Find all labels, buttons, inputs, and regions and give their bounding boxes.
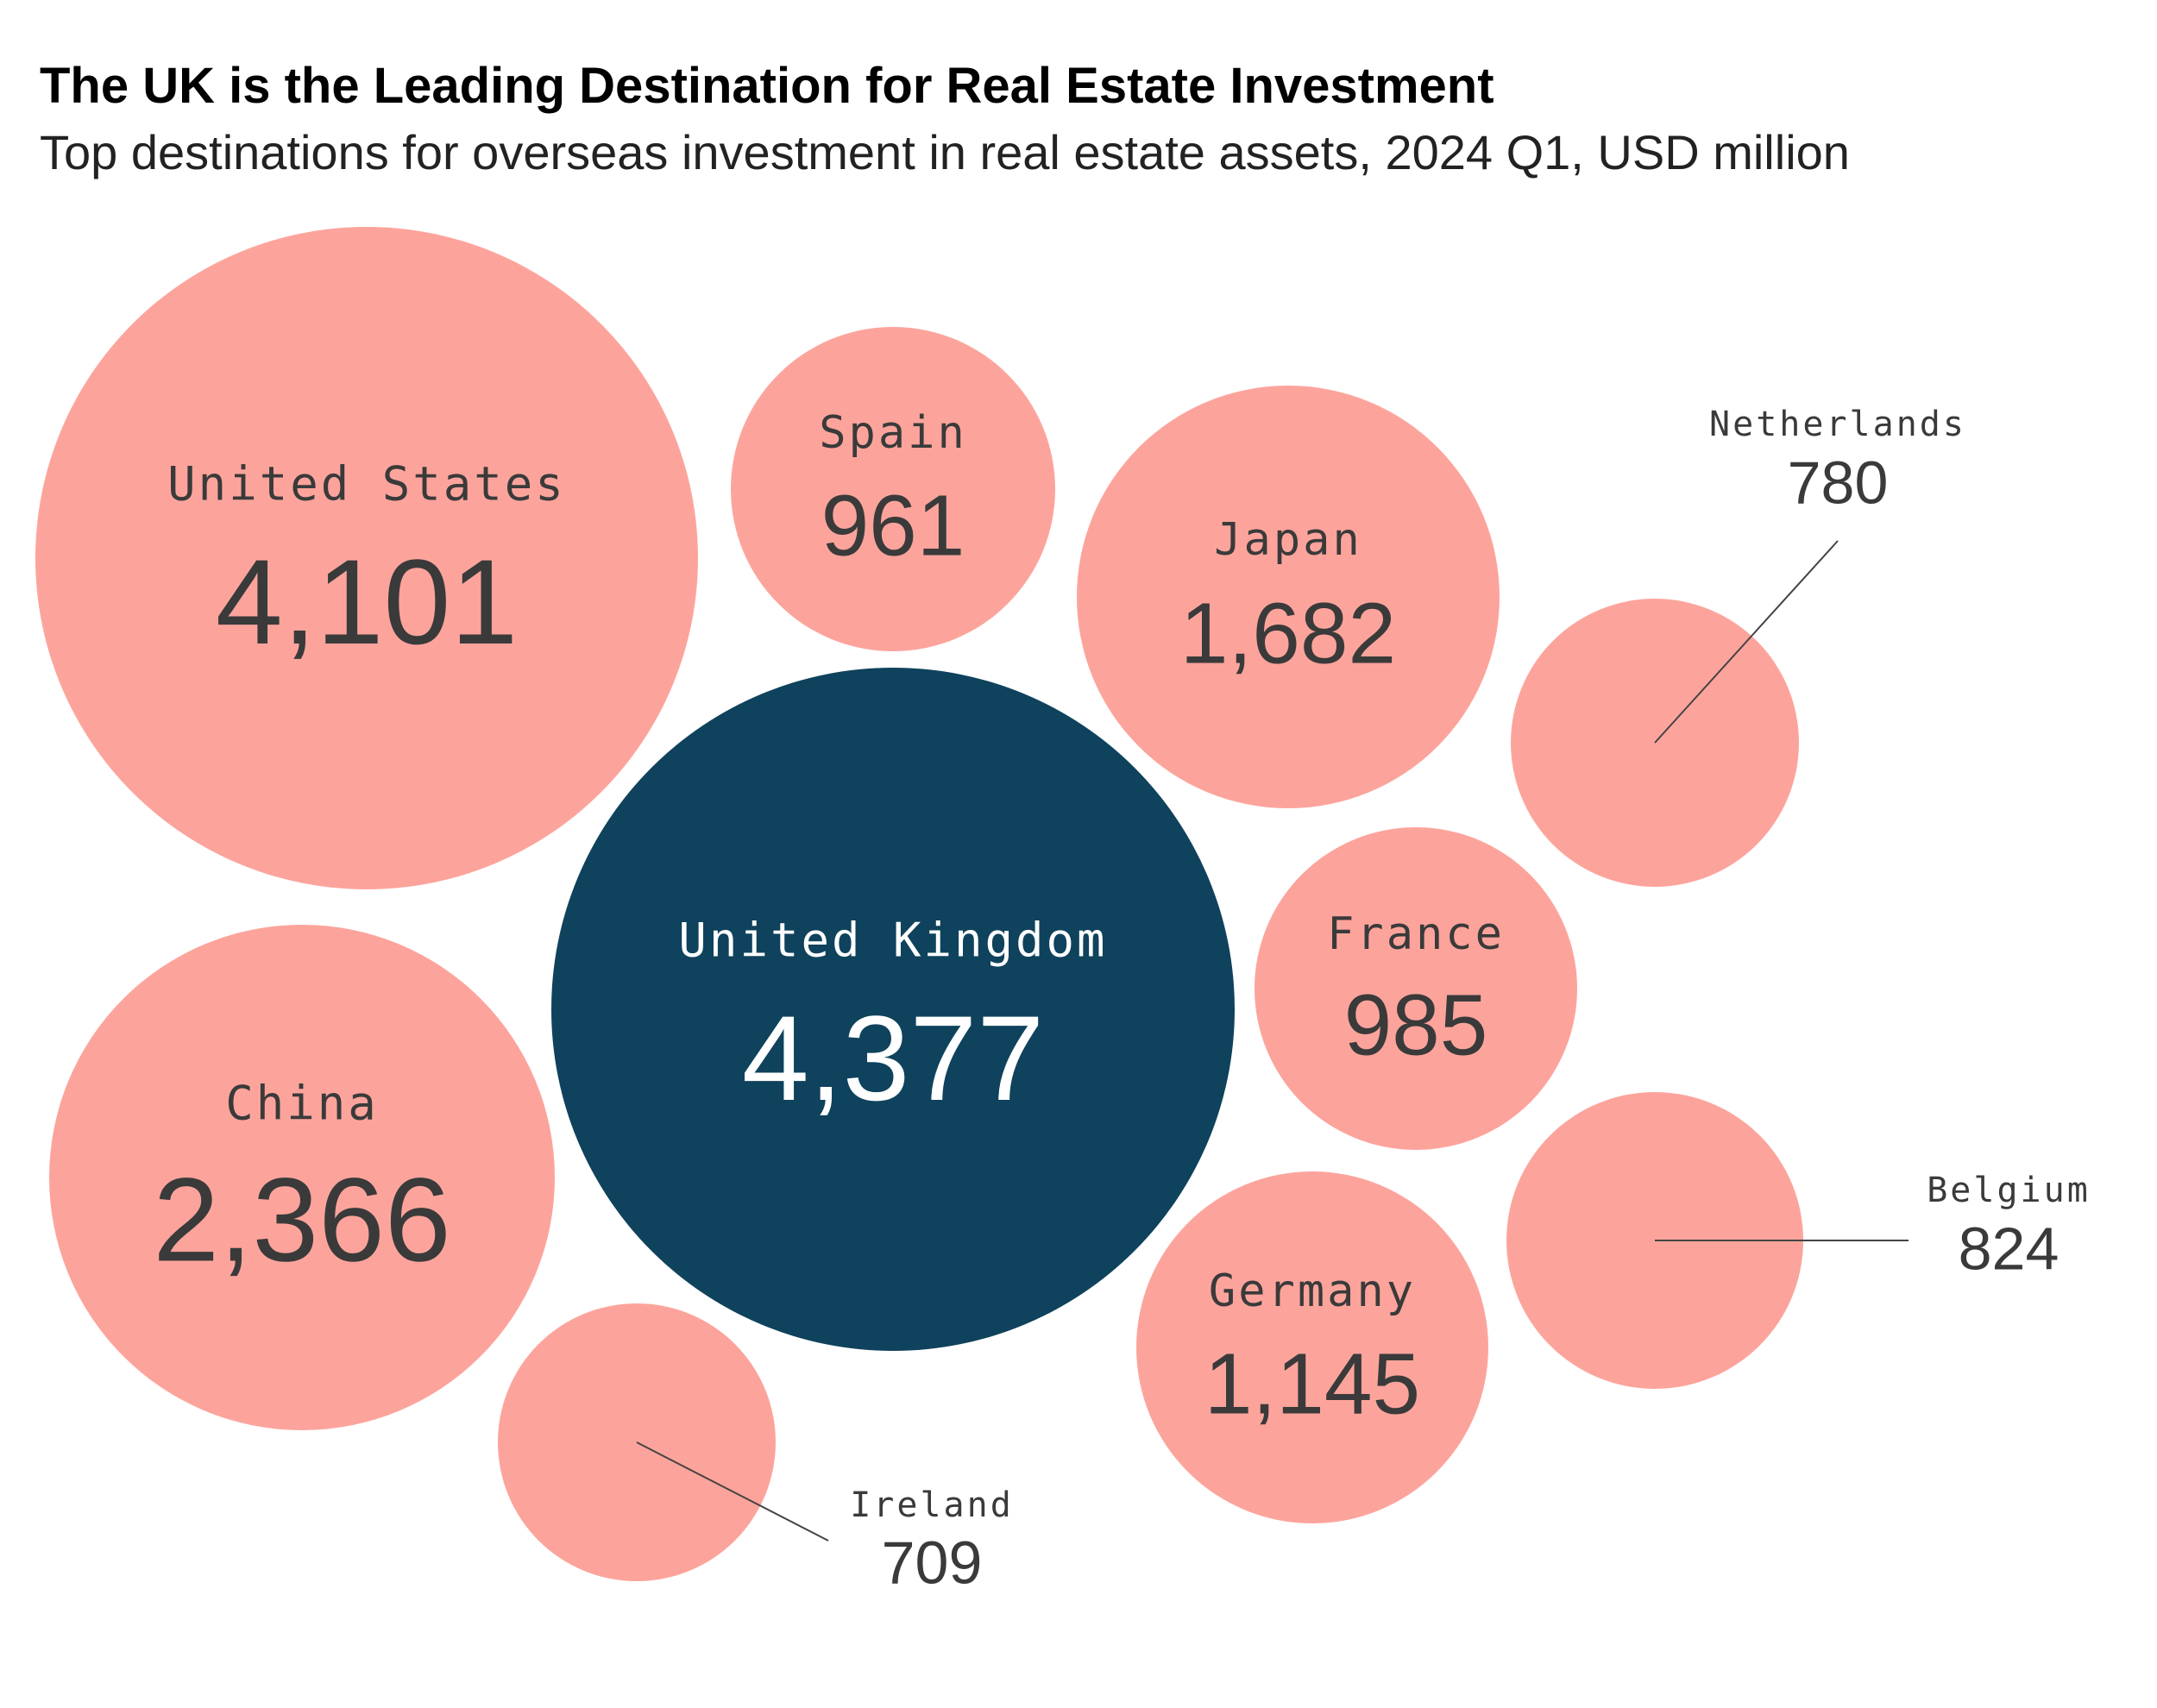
bubble-france [1255,827,1577,1150]
country-label-belgium: Belgium [1927,1171,2091,1210]
country-label-united-kingdom: United Kingdom [678,914,1107,968]
chart-subtitle: Top destinations for overseas investment… [40,125,1850,179]
country-value-united-kingdom: 4,377 [742,990,1044,1126]
bubble-spain [731,327,1055,651]
country-label-spain: Spain [819,407,967,459]
country-value-japan: 1,682 [1180,585,1396,681]
bubble-china [49,925,555,1430]
country-value-ireland: 709 [882,1529,983,1596]
bubble-circle-united-kingdom [551,668,1235,1351]
bubble-united-states [35,227,698,889]
bubble-circle-spain [731,327,1055,651]
country-label-netherlands: Netherlands [1709,405,1966,444]
bubble-circle-france [1255,827,1577,1150]
country-value-belgium: 824 [1959,1215,2060,1282]
country-value-united-states: 4,101 [216,534,518,669]
country-value-germany: 1,145 [1204,1335,1420,1432]
bubble-japan [1077,386,1500,808]
country-label-germany: Germany [1209,1265,1416,1317]
leader-line-ireland [636,1441,829,1542]
bubble-circle-germany [1136,1171,1488,1523]
country-value-france: 985 [1344,976,1488,1073]
bubble-circle-china [49,925,555,1430]
chart-title: The UK is the Leading Destination for Re… [40,58,1494,114]
country-label-united-states: United States [167,457,566,512]
country-label-ireland: Ireland [850,1485,1014,1525]
country-label-china: China [225,1077,379,1131]
country-value-spain: 961 [821,477,965,574]
bubble-circle-japan [1077,386,1500,808]
country-label-france: France [1327,908,1505,960]
country-label-japan: Japan [1214,514,1362,566]
bubble-united-kingdom [551,668,1235,1351]
bubble-circle-united-states [35,227,698,889]
leader-line-netherlands [1654,540,1839,744]
country-value-netherlands: 780 [1788,449,1889,516]
country-value-china: 2,366 [153,1153,450,1286]
bubble-germany [1136,1171,1488,1523]
